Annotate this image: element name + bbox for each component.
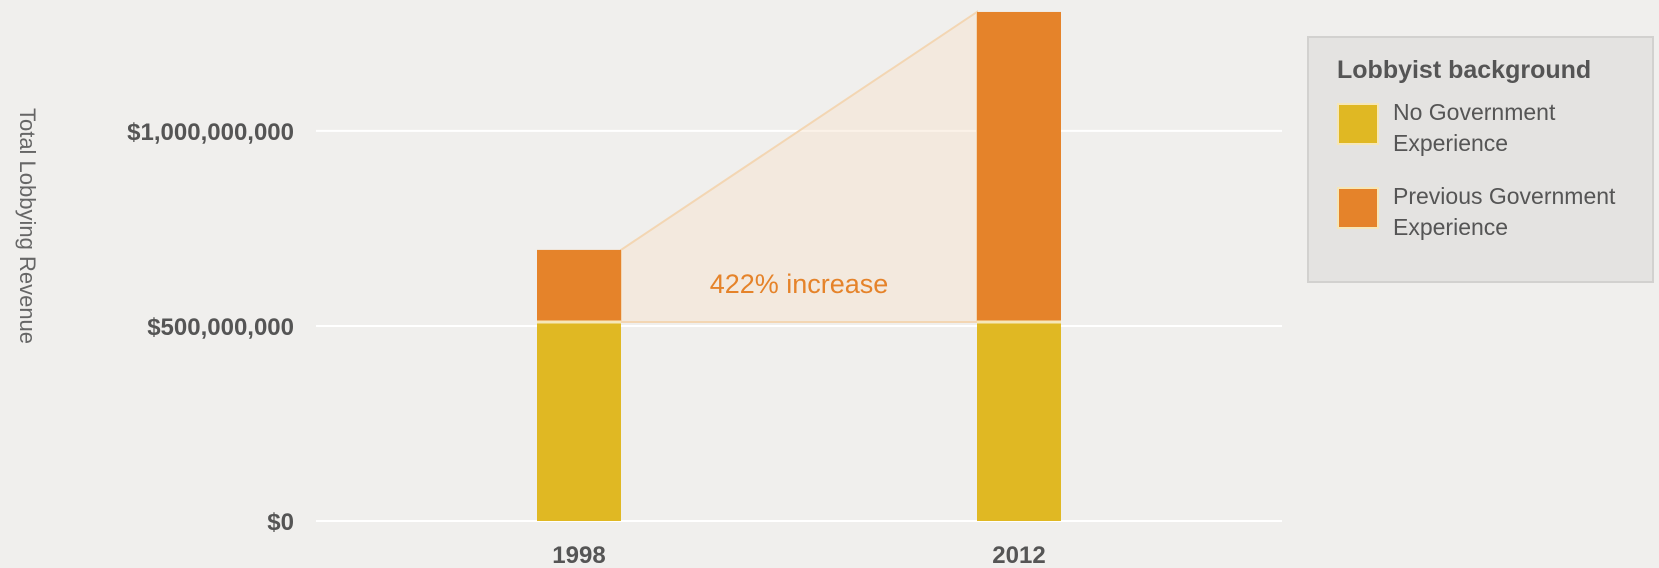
labels-group: $0 $500,000,000 $1,000,000,000 1998 2012 <box>127 119 1046 568</box>
legend-label-previous-government: Previous Government Experience <box>1393 183 1616 240</box>
bar-segment <box>977 322 1061 521</box>
growth-annotation-label: 422% increase <box>710 269 889 299</box>
legend-item-no-government: No Government Experience <box>1337 97 1652 159</box>
legend-swatch-no-government <box>1337 103 1379 145</box>
legend-title: Lobbyist background <box>1337 56 1592 84</box>
bars-group <box>537 11 1061 521</box>
y-tick-label: $500,000,000 <box>147 314 294 341</box>
legend: Lobbyist background No Government Experi… <box>1307 36 1654 283</box>
legend-label-no-government: No Government Experience <box>1393 99 1556 156</box>
annotation-group: 422% increase <box>620 10 978 324</box>
y-tick-label: $1,000,000,000 <box>127 119 294 146</box>
y-tick-label: $0 <box>267 509 294 536</box>
legend-item-previous-government: Previous Government Experience <box>1337 181 1652 243</box>
legend-swatch-previous-government <box>1337 187 1379 229</box>
bar-segment <box>537 322 621 521</box>
bar-segment <box>977 11 1061 323</box>
x-tick-label: 1998 <box>552 542 605 568</box>
y-axis-title: Total Lobbying Revenue <box>15 108 40 344</box>
x-tick-label: 2012 <box>992 542 1045 568</box>
bar-segment <box>537 249 621 323</box>
